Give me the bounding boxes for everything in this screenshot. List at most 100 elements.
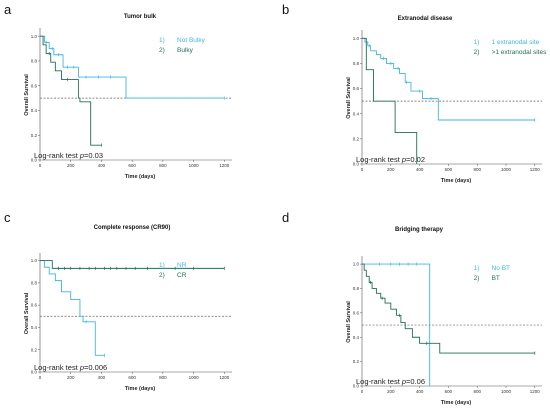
x-tick-label: 800 <box>159 163 167 168</box>
y-tick-label: 1.0 <box>31 258 38 263</box>
logrank-value: =0.006 <box>84 363 107 372</box>
x-tick-label: 800 <box>159 375 167 380</box>
x-axis-label: Time (days) <box>441 400 472 406</box>
legend-label: CR <box>177 272 187 279</box>
km-curve-series-2 <box>362 37 418 164</box>
km-curve-series-2 <box>40 260 225 269</box>
chart-title: Extranodal disease <box>398 16 453 22</box>
chart-panel-b: b Extranodal disease 0 200 400 600 800 1000 1200… <box>282 2 547 184</box>
panel-letter: b <box>282 2 289 17</box>
y-tick-label: 0.8 <box>31 59 38 64</box>
y-tick-label: 0.4 <box>31 325 38 330</box>
x-axis-label: Time (days) <box>125 174 156 180</box>
chart-panel-d: d Bridging therapy 0 200 400 600 800 1000 1200 0.… <box>282 210 542 406</box>
legend-label: BT <box>492 275 500 282</box>
logrank-value: =0.06 <box>406 377 425 386</box>
logrank-value: =0.02 <box>406 155 425 164</box>
x-tick-label: 1000 <box>189 375 200 380</box>
chart-panel-c: c Complete response (CR90) 0 200 400 600 800 10… <box>4 210 232 392</box>
y-tick-label: 0.2 <box>31 133 38 138</box>
x-tick-label: 0 <box>361 167 364 172</box>
legend-label: No BT <box>492 265 510 272</box>
x-tick-label: 0 <box>39 375 42 380</box>
km-curve-series-2 <box>40 35 102 146</box>
y-tick-label: 0.0 <box>31 370 38 375</box>
legend-number: 2) <box>474 275 480 282</box>
y-tick-label: 0.8 <box>353 61 360 66</box>
legend-label: >1 extranodal sites <box>492 49 547 56</box>
legend-label: 1 extranodal site <box>492 39 540 46</box>
y-tick-label: 0.4 <box>353 111 360 116</box>
logrank-p: p <box>79 151 84 160</box>
x-tick-label: 800 <box>473 167 481 172</box>
legend-number: 2) <box>474 49 480 56</box>
logrank-prefix: Log-rank test <box>356 155 402 164</box>
legend-number: 1) <box>474 39 480 46</box>
legend-number: 2) <box>159 272 165 279</box>
y-tick-label: 0.6 <box>353 86 360 91</box>
y-tick-label: 0.6 <box>31 303 38 308</box>
chart-title: Complete response (CR90) <box>94 225 171 231</box>
logrank-prefix: Log-rank test <box>34 151 80 160</box>
x-tick-label: 800 <box>473 389 481 394</box>
y-tick-label: 0.0 <box>31 158 38 163</box>
x-tick-label: 400 <box>98 163 106 168</box>
chart-title: Tumor bulk <box>124 14 157 20</box>
y-tick-label: 0.8 <box>353 286 360 291</box>
legend-number: 2) <box>159 47 165 54</box>
x-tick-label: 600 <box>445 167 453 172</box>
x-tick-label: 200 <box>387 167 395 172</box>
y-tick-label: 0.8 <box>31 280 38 285</box>
logrank-p: p <box>79 363 84 372</box>
y-tick-label: 0.0 <box>353 384 360 389</box>
x-tick-label: 400 <box>416 167 424 172</box>
x-tick-label: 200 <box>67 375 75 380</box>
x-tick-label: 600 <box>128 375 136 380</box>
y-tick-label: 0.6 <box>31 83 38 88</box>
logrank-note: Log-rank test p=0.03 <box>34 151 103 160</box>
y-tick-label: 0.0 <box>353 162 360 167</box>
logrank-value: =0.03 <box>84 151 103 160</box>
legend-number: 1) <box>159 262 165 269</box>
x-tick-label: 1000 <box>501 389 512 394</box>
y-tick-label: 0.2 <box>353 136 360 141</box>
x-tick-label: 0 <box>39 163 42 168</box>
panel-letter: c <box>4 210 11 225</box>
logrank-note: Log-rank test p=0.006 <box>34 363 107 372</box>
x-tick-label: 400 <box>98 375 106 380</box>
y-tick-label: 0.4 <box>31 108 38 113</box>
chart-panel-a: a Tumor bulk 0 200 400 600 800 1000 1200 0.0 0.2 0.… <box>4 2 232 180</box>
logrank-p: p <box>401 155 406 164</box>
x-tick-label: 400 <box>416 389 424 394</box>
x-tick-label: 1200 <box>530 389 541 394</box>
y-tick-label: 1.0 <box>353 262 360 267</box>
logrank-prefix: Log-rank test <box>356 377 402 386</box>
km-curve-series-1 <box>362 263 431 386</box>
x-tick-label: 1200 <box>530 167 541 172</box>
panel-letter: a <box>4 2 12 17</box>
y-tick-label: 0.2 <box>31 347 38 352</box>
x-tick-label: 600 <box>445 389 453 394</box>
x-tick-label: 1000 <box>501 167 512 172</box>
x-tick-label: 1200 <box>219 375 230 380</box>
legend-number: 1) <box>474 265 480 272</box>
y-axis-label: Overall Survival <box>24 292 30 334</box>
x-tick-label: 0 <box>361 389 364 394</box>
legend-label: Bulky <box>177 47 194 54</box>
x-axis-label: Time (days) <box>125 386 156 392</box>
y-axis-label: Overall Survival <box>346 301 352 343</box>
y-tick-label: 0.2 <box>353 359 360 364</box>
y-tick-label: 0.4 <box>353 335 360 340</box>
x-tick-label: 200 <box>67 163 75 168</box>
x-axis-label: Time (days) <box>441 178 472 184</box>
legend-label: Not Bulky <box>177 37 206 44</box>
km-curve-series-1 <box>40 260 105 356</box>
x-tick-label: 200 <box>387 389 395 394</box>
logrank-note: Log-rank test p=0.06 <box>356 377 425 386</box>
y-axis-label: Overall Survival <box>24 74 30 116</box>
x-tick-label: 600 <box>128 163 136 168</box>
logrank-p: p <box>401 377 406 386</box>
logrank-prefix: Log-rank test <box>34 363 80 372</box>
logrank-note: Log-rank test p=0.02 <box>356 155 425 164</box>
